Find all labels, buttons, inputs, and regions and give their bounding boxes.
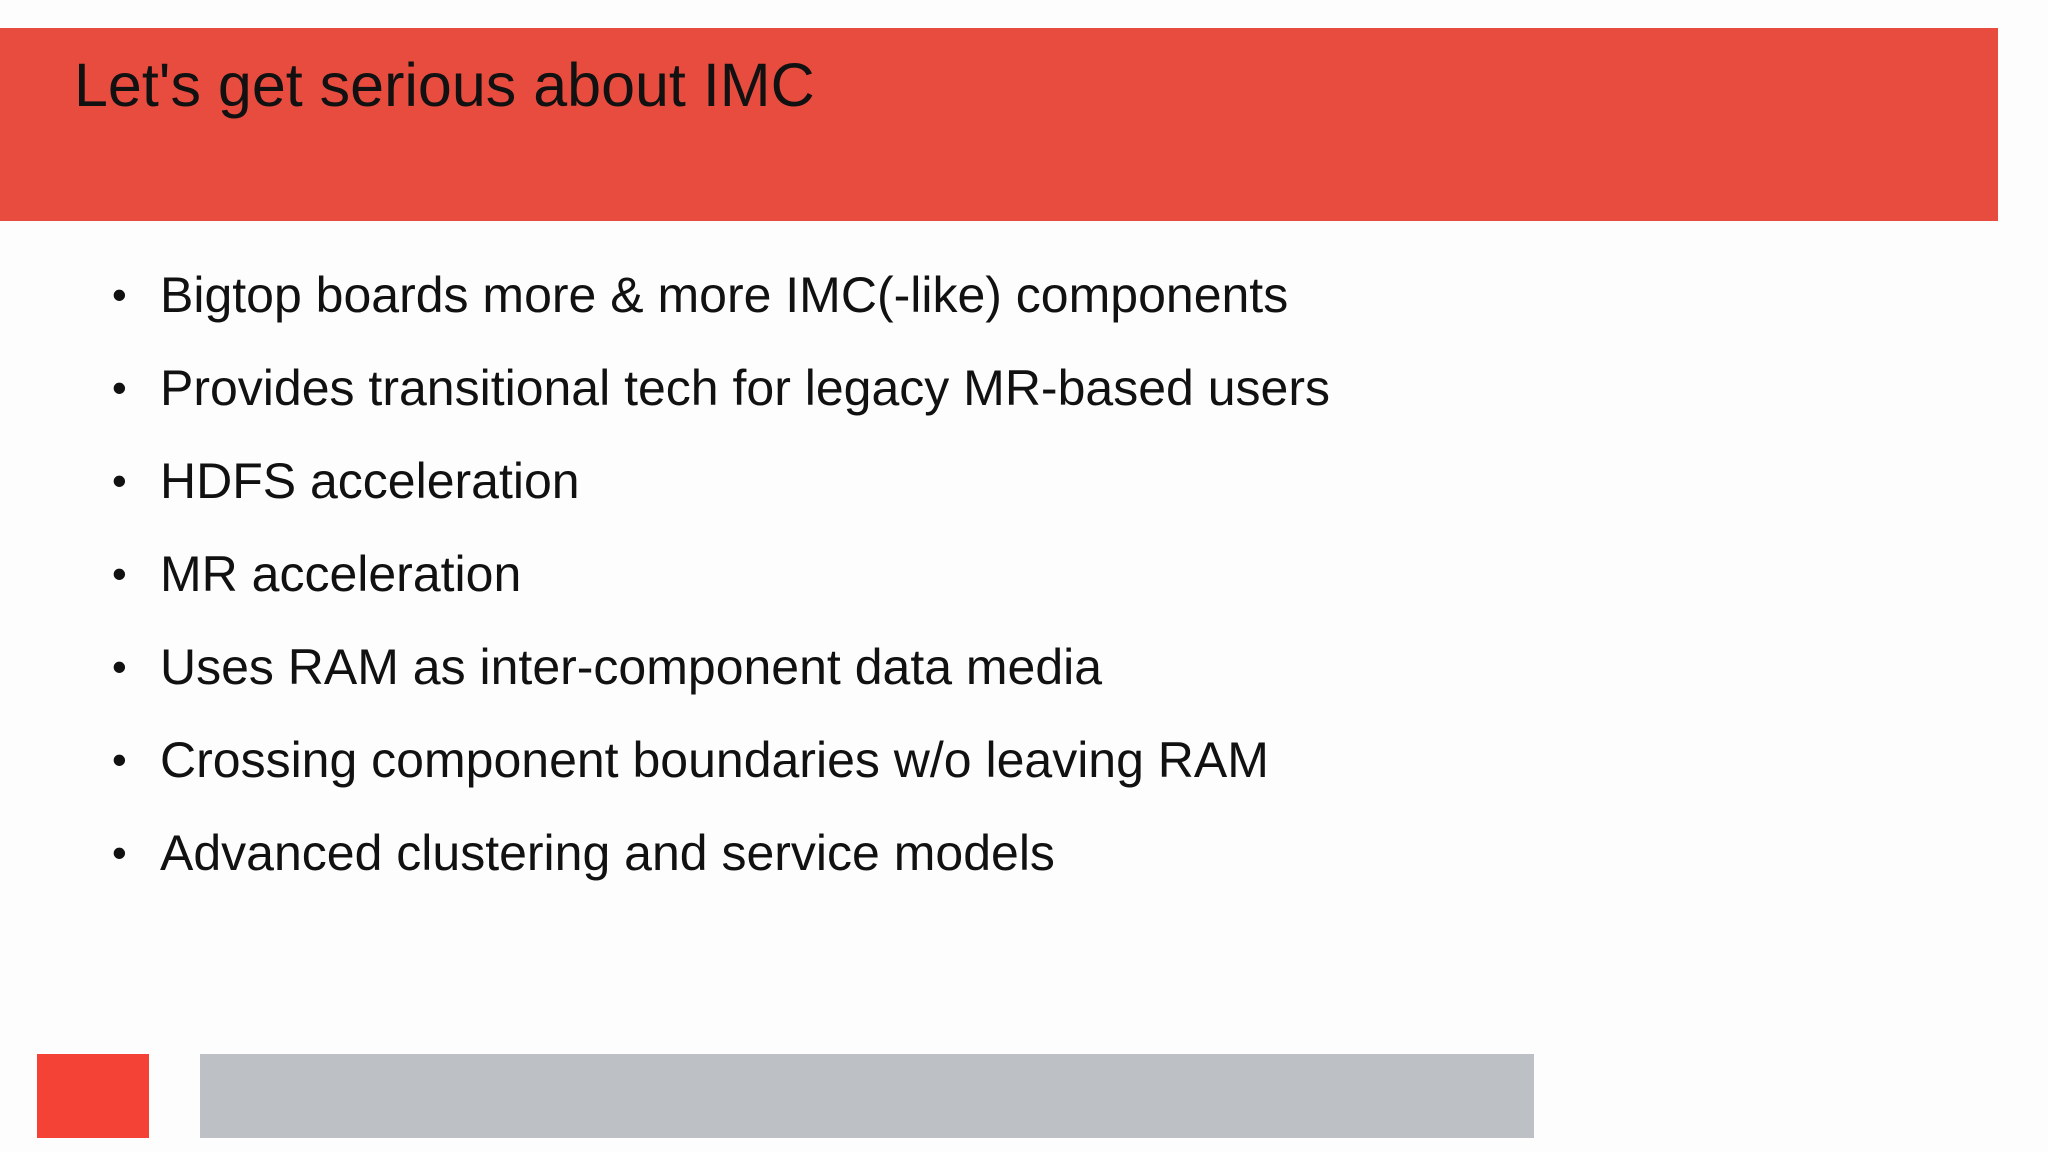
slide-title: Let's get serious about IMC: [74, 51, 815, 119]
bullet-dot: •: [112, 735, 127, 783]
bullet-item: • Crossing component boundaries w/o leav…: [112, 713, 1330, 806]
footer-accent-square: [37, 1054, 149, 1138]
header-band: [0, 28, 1998, 221]
bullet-item: • Bigtop boards more & more IMC(-like) c…: [112, 248, 1330, 341]
bullet-item: • Advanced clustering and service models: [112, 806, 1330, 899]
bullet-item: • MR acceleration: [112, 527, 1330, 620]
bullet-dot: •: [112, 828, 127, 876]
bullet-dot: •: [112, 642, 127, 690]
bullet-text: MR acceleration: [160, 545, 522, 602]
bullet-text: Bigtop boards more & more IMC(-like) com…: [160, 266, 1289, 323]
bullet-dot: •: [112, 270, 127, 318]
bullet-list: • Bigtop boards more & more IMC(-like) c…: [112, 248, 1330, 899]
bullet-text: Uses RAM as inter-component data media: [160, 638, 1103, 695]
bullet-item: • Uses RAM as inter-component data media: [112, 620, 1330, 713]
footer-bar: [200, 1054, 1534, 1138]
bullet-item: • Provides transitional tech for legacy …: [112, 341, 1330, 434]
bullet-text: Crossing component boundaries w/o leavin…: [160, 731, 1269, 788]
bullet-dot: •: [112, 456, 127, 504]
bullet-item: • HDFS acceleration: [112, 434, 1330, 527]
bullet-dot: •: [112, 549, 127, 597]
bullet-text: Advanced clustering and service models: [160, 824, 1055, 881]
bullet-text: HDFS acceleration: [160, 452, 580, 509]
bullet-dot: •: [112, 363, 127, 411]
bullet-text: Provides transitional tech for legacy MR…: [160, 359, 1330, 416]
